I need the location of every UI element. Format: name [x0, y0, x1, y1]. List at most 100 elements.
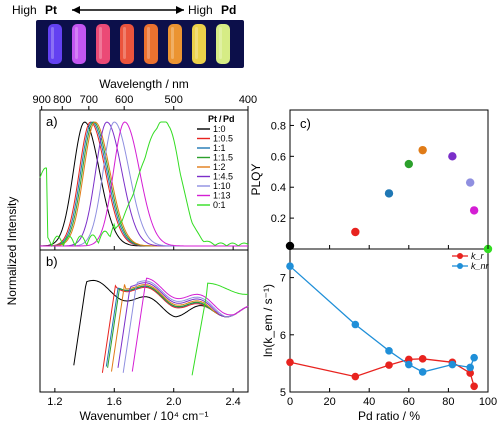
- x-axis-tick-label: 1.6: [107, 396, 122, 408]
- excitation-series-line: [131, 277, 249, 372]
- excitation-series-line: [73, 279, 249, 366]
- plqy-y-axis-title: PLQY: [249, 163, 263, 195]
- rate-legend-entry: k_nr: [471, 261, 490, 271]
- rate-point: [286, 358, 294, 367]
- tube-4: [120, 24, 134, 64]
- plqy-point: [418, 145, 427, 155]
- plqy-point: [384, 189, 394, 198]
- panel-label-c: c): [300, 116, 311, 131]
- legend-entry: 1:1.5: [213, 153, 233, 163]
- rate-point: [385, 347, 393, 355]
- plqy-point: [469, 206, 479, 215]
- rate-point: [286, 262, 294, 270]
- arrow-right-head: [176, 6, 184, 14]
- rate-legend-marker: [457, 263, 463, 269]
- top-axis-title: Wavelength / nm: [99, 77, 189, 91]
- rate-y-tick-label: 6: [280, 330, 286, 342]
- excitation-series-line: [122, 280, 249, 373]
- tube-6: [168, 24, 182, 64]
- rate-series-line: [289, 358, 475, 387]
- tube-highlight: [123, 27, 126, 59]
- legend-entry: 1:0: [213, 124, 226, 134]
- legend-entry: 1:10: [213, 181, 231, 191]
- top-axis-tick-label: 400: [239, 94, 257, 106]
- tube-1: [48, 24, 62, 64]
- rate-legend-entry: k_r: [471, 251, 485, 261]
- legend-entry: 1:13: [213, 191, 231, 201]
- tube-highlight: [51, 27, 54, 59]
- rate-point: [466, 363, 474, 372]
- rate-y-axis-title: ln(k_em / s⁻¹): [261, 284, 275, 357]
- tube-8: [216, 24, 230, 64]
- rate-x-axis-title: Pd ratio / %: [358, 409, 420, 423]
- top-axis-tick-label: 700: [80, 94, 98, 106]
- rate-x-tick-label: 60: [403, 396, 415, 408]
- plqy-point: [351, 227, 360, 237]
- rate-x-tick-label: 0: [287, 396, 293, 408]
- emission-series-line: [39, 121, 249, 247]
- header-right-prefix: High: [188, 3, 213, 17]
- excitation-series-line: [191, 282, 249, 376]
- legend-title-pd: Pd: [223, 114, 235, 124]
- legend-entry: 0:1: [213, 200, 226, 210]
- legend-title-pt: Pt: [208, 114, 217, 124]
- tube-highlight: [195, 27, 198, 59]
- plqy-y-tick-label: 0.4: [271, 182, 286, 194]
- header-left-metal: Pt: [45, 3, 57, 17]
- tube-5: [144, 24, 158, 64]
- legend-title-slash: /: [219, 114, 222, 124]
- rate-point: [448, 360, 457, 369]
- tube-highlight: [75, 27, 78, 59]
- header-left-prefix: High: [12, 3, 37, 17]
- excitation-series-line: [117, 282, 249, 368]
- tube-highlight: [147, 27, 150, 59]
- rate-y-tick-label: 5: [280, 387, 286, 399]
- tube-highlight: [99, 27, 102, 59]
- plqy-point: [404, 159, 413, 169]
- legend-entry: 1:4.5: [213, 172, 233, 182]
- rate-point: [405, 360, 413, 369]
- plqy-y-tick-label: 0.2: [271, 213, 286, 225]
- x-axis-tick-label: 2.4: [225, 396, 240, 408]
- excitation-series-line: [111, 284, 249, 372]
- rate-series-line: [289, 265, 475, 373]
- rate-point: [351, 320, 360, 329]
- tube-group: [48, 24, 230, 64]
- tube-highlight: [171, 27, 174, 59]
- legend-entry: 1:0.5: [213, 134, 233, 144]
- x-axis-tick-label: 2.0: [166, 396, 181, 408]
- rate-point: [418, 368, 427, 376]
- emission-series-line: [40, 121, 248, 247]
- legend-entry: 1:2: [213, 162, 226, 172]
- rate-point: [418, 355, 427, 363]
- top-axis-tick-label: 900: [32, 94, 50, 106]
- panel-label-b: b): [46, 254, 58, 269]
- tube-highlight: [219, 27, 222, 59]
- tube-2: [72, 24, 86, 64]
- left-plot-frame: [39, 109, 249, 393]
- header-right-metal: Pd: [221, 3, 236, 17]
- rate-point: [470, 353, 478, 362]
- plqy-point: [448, 152, 457, 161]
- arrow-left-head: [72, 6, 80, 14]
- top-axis-tick-label: 500: [165, 94, 183, 106]
- plqy-point: [465, 178, 475, 187]
- tube-3: [96, 24, 110, 64]
- rate-x-tick-label: 100: [479, 396, 497, 408]
- rate-point: [385, 361, 393, 369]
- legend-entry: 1:1: [213, 143, 226, 153]
- plqy-y-tick-label: 0.6: [271, 151, 286, 163]
- rate-x-tick-label: 20: [323, 396, 335, 408]
- rate-point: [470, 382, 478, 391]
- rate-y-tick-label: 7: [280, 273, 286, 285]
- rate-legend-marker: [457, 253, 463, 259]
- rate-x-tick-label: 40: [363, 396, 375, 408]
- rate-x-tick-label: 80: [442, 396, 454, 408]
- top-axis-tick-label: 800: [53, 94, 71, 106]
- plqy-y-tick-label: 0.8: [271, 120, 286, 132]
- y-axis-title: Normalized Intensity: [5, 197, 19, 306]
- sample-photo: High Pt High Pd: [12, 3, 244, 68]
- panel-label-a: a): [46, 114, 58, 129]
- x-axis-tick-label: 1.2: [47, 396, 62, 408]
